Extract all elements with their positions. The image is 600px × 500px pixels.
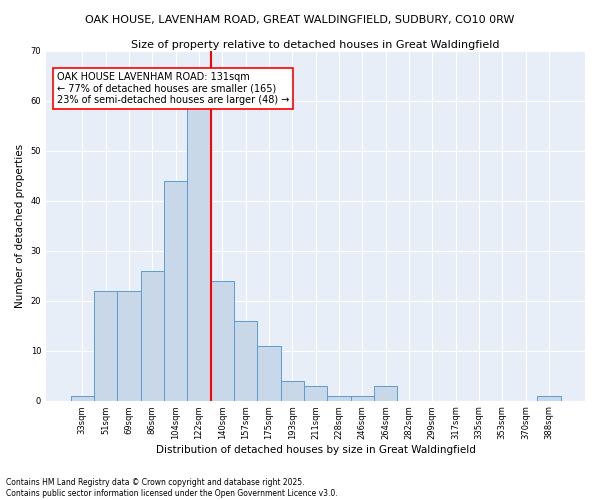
Bar: [374, 386, 397, 400]
Title: Size of property relative to detached houses in Great Waldingfield: Size of property relative to detached ho…: [131, 40, 500, 50]
Bar: [234, 320, 257, 400]
Y-axis label: Number of detached properties: Number of detached properties: [15, 144, 25, 308]
X-axis label: Distribution of detached houses by size in Great Waldingfield: Distribution of detached houses by size …: [155, 445, 475, 455]
Bar: [94, 290, 117, 401]
Text: Contains HM Land Registry data © Crown copyright and database right 2025.
Contai: Contains HM Land Registry data © Crown c…: [6, 478, 338, 498]
Text: OAK HOUSE, LAVENHAM ROAD, GREAT WALDINGFIELD, SUDBURY, CO10 0RW: OAK HOUSE, LAVENHAM ROAD, GREAT WALDINGF…: [85, 15, 515, 25]
Bar: [117, 290, 140, 401]
Bar: [71, 396, 94, 400]
Bar: [164, 180, 187, 400]
Bar: [304, 386, 327, 400]
Bar: [537, 396, 560, 400]
Bar: [187, 106, 211, 401]
Bar: [257, 346, 281, 401]
Bar: [350, 396, 374, 400]
Text: OAK HOUSE LAVENHAM ROAD: 131sqm
← 77% of detached houses are smaller (165)
23% o: OAK HOUSE LAVENHAM ROAD: 131sqm ← 77% of…: [57, 72, 289, 105]
Bar: [327, 396, 350, 400]
Bar: [281, 380, 304, 400]
Bar: [211, 280, 234, 400]
Bar: [140, 270, 164, 400]
